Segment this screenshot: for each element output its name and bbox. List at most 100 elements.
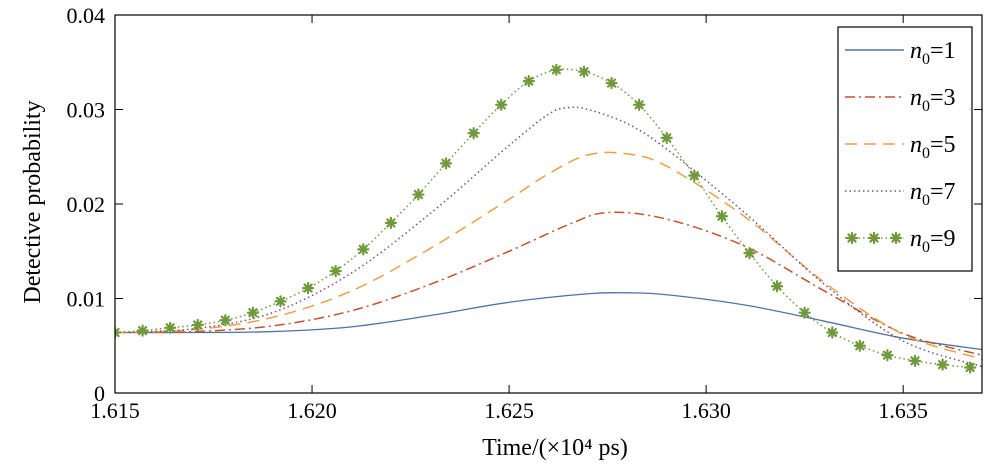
legend-marker-1 — [845, 231, 859, 245]
y-tick-label-1: 0 — [94, 381, 105, 406]
series-5-point-22-stroke — [689, 171, 699, 181]
series-5-point-10 — [357, 243, 370, 256]
series-5-point-28 — [853, 339, 866, 352]
series-5-point-4 — [191, 318, 204, 332]
series-5-point-17-stroke — [551, 65, 562, 75]
series-5-point-20-stroke — [634, 100, 644, 110]
legend-marker-1-stroke — [847, 233, 857, 243]
series-5-point-29-stroke — [882, 350, 893, 360]
legend-label-3: n0=5 — [910, 132, 956, 162]
series-line-2 — [115, 211, 982, 356]
series-5-point-24 — [743, 247, 756, 260]
series-5-point-14 — [467, 127, 480, 140]
legend-marker-2 — [867, 231, 881, 245]
series-5-point-15 — [495, 98, 508, 111]
series-5-point-7 — [274, 295, 287, 308]
series-line-4 — [115, 106, 982, 368]
y-axis-title: Detective probability — [20, 100, 46, 303]
series-5-point-18-stroke — [579, 67, 589, 77]
series-5-point-13-stroke — [441, 158, 451, 169]
series-5-point-2 — [136, 324, 149, 337]
series-5-point-10-stroke — [358, 244, 368, 254]
series-5-point-11-stroke — [386, 218, 396, 228]
x-axis-title: Time/(×10⁴ ps) — [482, 435, 628, 461]
series-5-point-31-stroke — [937, 360, 948, 370]
series-5-point-29 — [881, 349, 894, 362]
series-5-point-8 — [302, 282, 315, 295]
legend-item-4: n0=7 — [845, 179, 956, 209]
series-5-point-9 — [329, 264, 342, 278]
series-5-point-9-stroke — [331, 266, 341, 276]
series-5-point-6 — [246, 306, 260, 319]
series-5-point-17 — [550, 63, 563, 76]
series-5-point-26-stroke — [800, 308, 810, 318]
axes: 1.615 1.620 1.625 1.630 1.635 0 0.01 0.02 0.03 0.… — [67, 3, 983, 423]
series-5-point-32 — [964, 361, 977, 374]
legend-label-1: n0=1 — [910, 38, 956, 68]
y-tick-label-5: 0.04 — [67, 3, 106, 28]
series-5-point-21 — [660, 131, 673, 144]
series-5-point-20 — [633, 98, 646, 111]
series-5-point-19-stroke — [606, 78, 617, 88]
series-5-point-18 — [577, 65, 591, 78]
series-5-point-6-stroke — [248, 308, 258, 318]
series-5-point-31 — [936, 358, 949, 371]
series-5-point-1-stroke — [115, 330, 120, 338]
legend-marker-2-stroke — [869, 233, 879, 243]
y-tick-label-3: 0.02 — [67, 192, 106, 217]
series-lines — [115, 63, 982, 374]
y-tick-label-2: 0.01 — [67, 287, 106, 312]
x-tick-label-1: 1.615 — [90, 398, 140, 423]
series-5-point-12 — [412, 188, 425, 201]
legend-label-5: n0=9 — [910, 226, 956, 256]
series-5-point-4-stroke — [193, 320, 203, 330]
series-line-3 — [115, 151, 982, 360]
series-5-point-27 — [826, 326, 839, 339]
series-5-point-3-stroke — [165, 323, 175, 333]
series-5-point-13 — [439, 157, 453, 170]
series-5-point-28-stroke — [855, 341, 865, 351]
series-5-point-25 — [770, 280, 784, 293]
series-5-point-16-stroke — [524, 76, 534, 86]
series-5-point-23 — [715, 210, 729, 223]
series-5-point-5 — [219, 314, 232, 327]
legend-item-2: n0=3 — [845, 85, 956, 115]
x-tick-label-5: 1.635 — [878, 398, 928, 423]
series-5-point-8-stroke — [303, 283, 313, 293]
series-5-point-26 — [798, 306, 811, 319]
series-5-point-11 — [384, 216, 397, 229]
x-tick-label-2: 1.620 — [287, 398, 337, 423]
series-5-point-2-stroke — [137, 325, 148, 336]
series-5-point-3 — [164, 321, 177, 334]
y-tick-label-4: 0.03 — [67, 98, 106, 123]
series-5-point-19 — [605, 76, 618, 90]
series-5-point-24-stroke — [744, 248, 755, 258]
series-5-point-5-stroke — [220, 315, 230, 325]
series-5-point-32-stroke — [965, 362, 975, 373]
x-tick-label-4: 1.630 — [681, 398, 731, 423]
legend-marker-3 — [889, 231, 903, 245]
legend-item-3: n0=5 — [845, 132, 956, 162]
legend: n0=1 n0=3 n0=5 n0=7 n0=9 — [837, 26, 973, 272]
series-5-point-27-stroke — [827, 327, 837, 338]
legend-item-1: n0=1 — [845, 38, 956, 68]
series-5-point-21-stroke — [662, 133, 672, 143]
series-5-point-16 — [522, 75, 535, 88]
legend-label-2: n0=3 — [910, 85, 956, 115]
legend-item-5: n0=9 — [845, 226, 956, 256]
series-5-point-23-stroke — [717, 211, 727, 221]
legend-marker-3-stroke — [891, 233, 901, 243]
series-5-point-22 — [688, 169, 701, 182]
plot-area — [115, 63, 982, 374]
series-5-point-7-stroke — [275, 296, 286, 306]
series-5-point-1 — [115, 326, 122, 339]
series-5-point-15-stroke — [496, 100, 506, 110]
legend-box — [837, 26, 973, 272]
x-tick-label-3: 1.625 — [484, 398, 534, 423]
series-5-point-30-stroke — [910, 356, 920, 366]
series-5-point-14-stroke — [468, 128, 479, 138]
series-5-point-25-stroke — [772, 281, 782, 291]
series-5-point-12-stroke — [413, 189, 424, 200]
series-line-1 — [115, 291, 982, 351]
